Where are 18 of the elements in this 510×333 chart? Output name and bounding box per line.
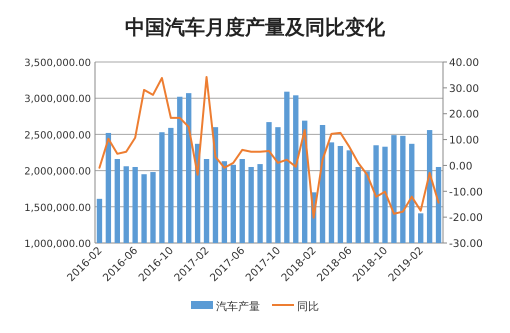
y2-tick-label: -10.00 [449,186,483,198]
y-tick-label: 3,000,000.00 [24,94,91,106]
y2-tick-label: 30.00 [449,82,480,95]
chart-title: 中国汽车月度产量及同比变化 [125,15,386,39]
y2-tick-label: -20.00 [449,212,483,224]
legend-label: 同比 [297,300,319,313]
y2-tick-label: 10.00 [449,134,480,147]
y2-tick-label: -30.00 [449,238,483,250]
y-tick-label: 1,000,000.00 [24,239,91,250]
y2-tick-label: 20.00 [449,108,480,121]
y-tick-label: 1,500,000.00 [24,202,91,214]
legend-label: 汽车产量 [216,300,260,313]
line-series [98,76,440,219]
y-tick-label: 2,000,000.00 [24,166,91,178]
y2-tick-label: 0.00 [449,160,472,172]
y-tick-label: 2,500,000.00 [24,130,91,142]
y-tick-label: 3,500,000.00 [24,58,91,69]
y2-tick-label: 40.00 [449,57,480,69]
